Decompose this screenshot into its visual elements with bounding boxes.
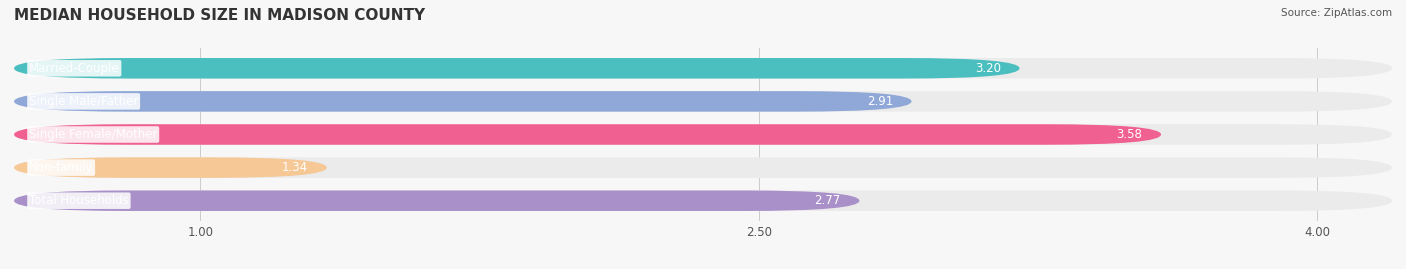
Text: Married-Couple: Married-Couple xyxy=(30,62,120,75)
FancyBboxPatch shape xyxy=(14,157,1392,178)
Text: Total Households: Total Households xyxy=(30,194,129,207)
Text: Non-family: Non-family xyxy=(30,161,93,174)
FancyBboxPatch shape xyxy=(14,190,1392,211)
Text: 3.20: 3.20 xyxy=(974,62,1001,75)
FancyBboxPatch shape xyxy=(14,124,1392,145)
Text: Source: ZipAtlas.com: Source: ZipAtlas.com xyxy=(1281,8,1392,18)
FancyBboxPatch shape xyxy=(14,58,1392,79)
Text: 1.34: 1.34 xyxy=(283,161,308,174)
Text: 2.77: 2.77 xyxy=(814,194,841,207)
Text: 3.58: 3.58 xyxy=(1116,128,1143,141)
Text: Single Female/Mother: Single Female/Mother xyxy=(30,128,157,141)
FancyBboxPatch shape xyxy=(14,58,1019,79)
FancyBboxPatch shape xyxy=(14,91,1392,112)
Text: MEDIAN HOUSEHOLD SIZE IN MADISON COUNTY: MEDIAN HOUSEHOLD SIZE IN MADISON COUNTY xyxy=(14,8,425,23)
FancyBboxPatch shape xyxy=(14,91,911,112)
FancyBboxPatch shape xyxy=(14,190,859,211)
FancyBboxPatch shape xyxy=(14,157,326,178)
FancyBboxPatch shape xyxy=(14,124,1161,145)
Text: Single Male/Father: Single Male/Father xyxy=(30,95,138,108)
Text: 2.91: 2.91 xyxy=(866,95,893,108)
